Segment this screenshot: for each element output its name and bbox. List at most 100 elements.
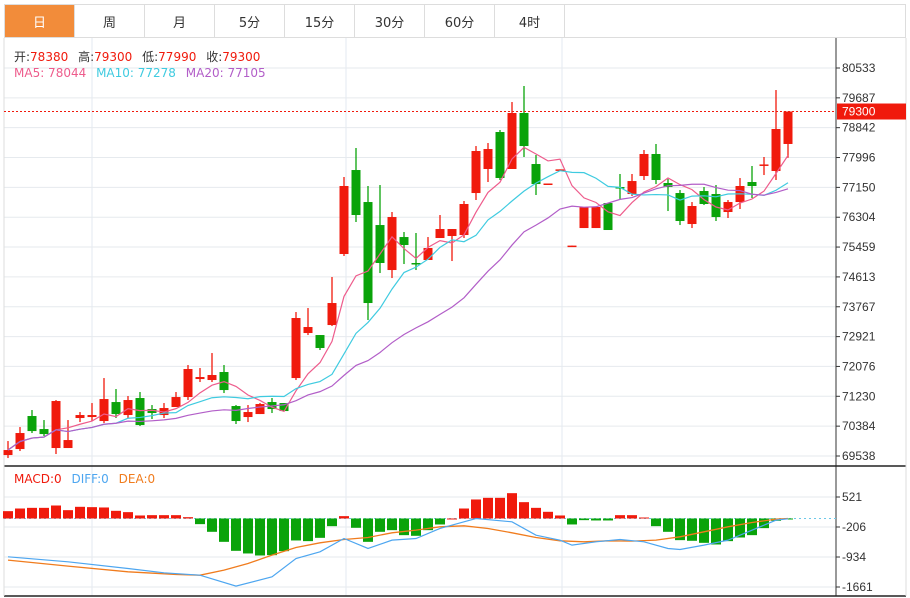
candle-body: [627, 181, 637, 195]
candle: [315, 335, 325, 351]
macd-bar: [483, 497, 493, 519]
macd-bar: [363, 518, 373, 542]
candle-body: [447, 229, 457, 237]
candle-body: [663, 183, 673, 188]
candle-body: [519, 112, 529, 147]
candle-body: [147, 409, 157, 414]
macd-bar: [687, 518, 697, 541]
price-axis-label: 74613: [842, 270, 876, 284]
tab-30min[interactable]: 30分: [355, 5, 425, 37]
candle: [543, 183, 553, 186]
tab-5min[interactable]: 5分: [215, 5, 285, 37]
candle-body: [279, 403, 289, 412]
candle-body: [723, 202, 733, 213]
macd-bar: [423, 518, 433, 531]
candle-body: [291, 318, 301, 379]
price-axis-label: 72076: [842, 359, 876, 373]
candle-body: [459, 204, 469, 236]
candle-body: [531, 164, 541, 185]
macd-bar: [531, 507, 541, 519]
macd-bar: [723, 518, 733, 542]
macd-bar: [303, 518, 313, 542]
dea-value: DEA:0: [118, 472, 156, 486]
candle: [507, 102, 517, 169]
candle-body: [687, 206, 697, 225]
ma-info: MA5: 78044 MA10: 77278 MA20: 77105: [14, 66, 272, 80]
macd-bar: [15, 508, 25, 519]
candle: [27, 410, 37, 434]
open-label: 开:: [14, 50, 31, 64]
macd-bar: [543, 511, 553, 519]
price-axis-label: 77150: [842, 180, 876, 194]
candle: [135, 392, 145, 427]
candle: [567, 245, 577, 248]
macd-bar: [75, 506, 85, 519]
candle: [759, 156, 769, 176]
tab-month[interactable]: 月: [145, 5, 215, 37]
candle-body: [183, 369, 193, 398]
macd-bar: [639, 517, 649, 519]
macd-axis-label: -1661: [842, 580, 873, 594]
candle-body: [111, 402, 121, 415]
candle: [207, 353, 217, 383]
macd-bar: [759, 518, 769, 529]
candle: [687, 202, 697, 229]
macd-bar: [507, 493, 517, 519]
macd-bar: [327, 518, 337, 527]
candle-body: [699, 191, 709, 205]
candle: [435, 215, 445, 239]
macd-bar: [447, 518, 457, 520]
tab-4hour[interactable]: 4时: [495, 5, 565, 37]
macd-bar: [663, 518, 673, 532]
candle: [483, 143, 493, 183]
price-axis-label: 75459: [842, 240, 876, 254]
candle: [747, 165, 757, 199]
macd-bar: [603, 518, 613, 521]
low-label: 低:: [142, 50, 159, 64]
candle-body: [99, 399, 109, 422]
macd-bar: [183, 517, 193, 519]
macd-bar: [123, 512, 133, 519]
macd-bar: [711, 518, 721, 545]
candle-body: [471, 150, 481, 194]
candle-body: [327, 303, 337, 326]
tab-15min[interactable]: 15分: [285, 5, 355, 37]
macd-axis-label: -934: [842, 550, 866, 564]
candle: [447, 229, 457, 262]
macd-bar: [471, 499, 481, 519]
macd-bar: [231, 518, 241, 551]
macd-bar: [27, 507, 37, 519]
macd-bar: [591, 518, 601, 521]
candle: [99, 378, 109, 424]
tab-week[interactable]: 周: [75, 5, 145, 37]
tab-day[interactable]: 日: [5, 5, 75, 37]
candle: [15, 427, 25, 452]
price-axis-label: 76304: [842, 210, 876, 224]
candle: [183, 365, 193, 401]
candle: [327, 277, 337, 327]
macd-bar: [399, 518, 409, 536]
candle: [219, 365, 229, 394]
candle-body: [651, 153, 661, 181]
candle: [171, 392, 181, 408]
tab-60min[interactable]: 60分: [425, 5, 495, 37]
candle: [579, 207, 589, 229]
macd-bar: [735, 518, 745, 538]
ma20-line: [7, 183, 789, 451]
candle-body: [243, 412, 253, 418]
candle-body: [387, 217, 397, 271]
candle: [351, 147, 361, 223]
candle: [651, 144, 661, 185]
last-price-tag: [837, 103, 906, 120]
ma5-value: MA5: 78044: [14, 66, 87, 80]
candle: [87, 403, 97, 422]
macd-bar: [111, 510, 121, 519]
candle-body: [771, 129, 781, 172]
candle: [291, 312, 301, 381]
low-value: 77990: [158, 50, 197, 64]
candle: [195, 368, 205, 383]
candle-body: [567, 245, 577, 248]
candle-body: [255, 404, 265, 415]
macd-value: MACD:0: [14, 472, 62, 486]
